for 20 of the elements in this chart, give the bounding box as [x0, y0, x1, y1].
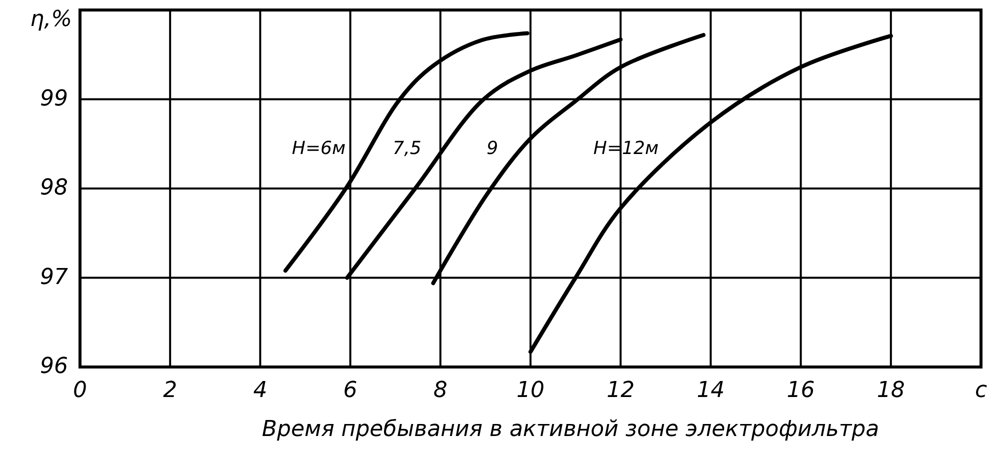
x-tick-label: 4: [253, 378, 268, 403]
y-tick-label: 97: [40, 264, 68, 290]
series-label: 7,5: [392, 138, 422, 160]
x-tick-label: 0: [73, 378, 87, 403]
x-tick-label: 2: [163, 378, 178, 403]
x-tick-label: 10: [516, 378, 544, 403]
y-tick-label: 98: [40, 176, 68, 201]
x-tick-label: 6: [343, 378, 358, 403]
x-tick-label: 14: [696, 378, 725, 403]
x-axis-title: Время пребывания в активной зоне электрофильтра: [262, 417, 880, 442]
x-tick-label: 16: [786, 378, 815, 403]
series-label: H=6м: [292, 138, 346, 160]
x-tick-label: 18: [876, 378, 905, 403]
y-tick-label: 99: [40, 86, 68, 112]
y-axis-title: η,%: [30, 7, 72, 32]
series-label: 9: [486, 138, 498, 160]
y-tick-label: 96: [40, 354, 68, 380]
x-tick-label: 12: [606, 378, 635, 403]
x-tick-label: c: [974, 378, 988, 403]
x-tick-label: 8: [433, 378, 448, 403]
